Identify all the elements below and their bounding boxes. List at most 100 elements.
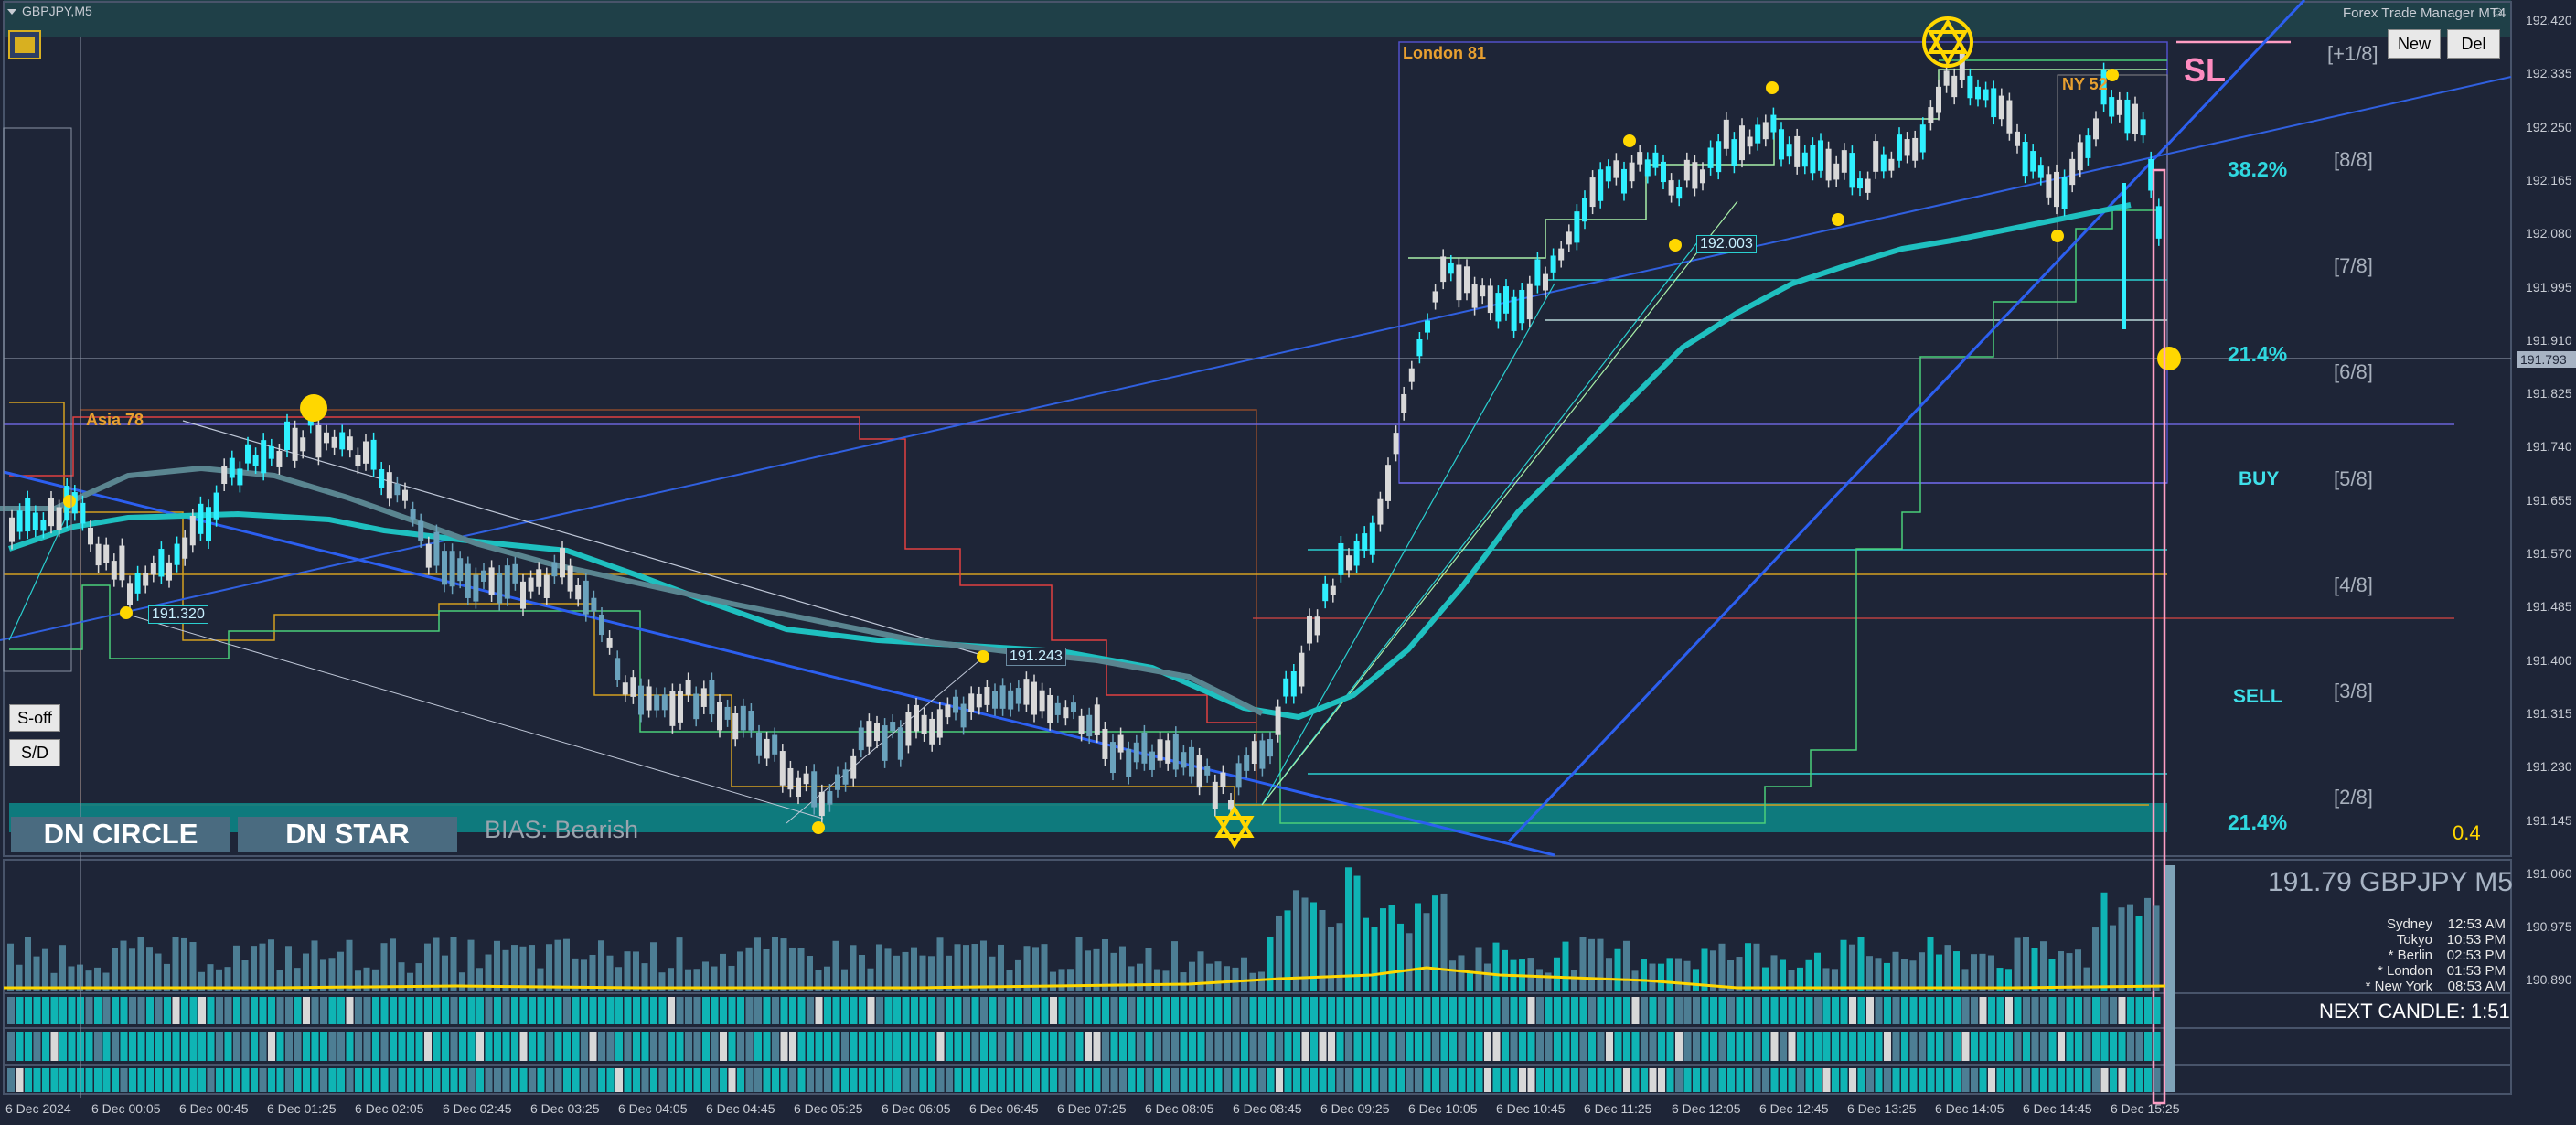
bias-cell [598,1068,605,1092]
bias-cell [1406,1068,1414,1092]
s-off-button[interactable]: S-off [9,704,60,732]
volume-bar [1701,948,1708,991]
bias-cell [294,1068,302,1092]
volume-bar [1606,958,1612,991]
volume-bar [433,938,440,991]
bias-cell [1527,997,1535,1024]
bias-cell [1440,997,1448,1024]
volume-bar [1641,959,1647,991]
bias-cell [2014,997,2022,1024]
del-button[interactable]: Del [2447,29,2500,59]
bias-cell [2075,997,2082,1024]
bias-cell [1683,1068,1692,1092]
bias-cell [1710,1068,1717,1092]
bias-cell [50,1068,59,1092]
price-tick: 191.400 [2526,652,2572,668]
bias-cell [893,1068,901,1092]
bias-cell [1510,1068,1518,1092]
bias-cell [320,997,327,1024]
candle-body [1290,670,1297,697]
volume-bar [1102,938,1108,991]
bias-cell [1154,997,1161,1024]
bias-cell [1996,1032,2004,1061]
bias-cell [1822,1068,1831,1092]
bias-cell [754,1068,762,1092]
candle-body [457,558,464,582]
bias-cell [476,997,484,1024]
volume-bar [337,951,344,991]
time-tick: 6 Dec 00:45 [179,1101,249,1116]
bias-cell [1162,1068,1170,1092]
bias-cell [1614,997,1622,1024]
bias-cell [1805,997,1813,1024]
bias-cell [946,1068,953,1092]
bias-cell [485,1068,493,1092]
bias-cell [415,997,423,1024]
bias-cell [1363,997,1370,1024]
bias-cell [737,1068,744,1092]
candle-body [968,693,975,712]
volume-bar [2144,897,2151,991]
volume-bar [693,969,700,991]
candle-body [945,704,951,718]
volume-bar [2040,941,2047,991]
bias-cell [1258,997,1266,1024]
bias-cell [529,1032,536,1061]
price-label-191320: 191.320 [148,605,208,624]
bias-cell [615,1032,623,1061]
bias-cell [1884,997,1891,1024]
volume-bar [172,937,179,991]
bias-cell [355,997,362,1024]
bias-cell [693,1032,701,1061]
bias-cell [1397,1032,1405,1061]
bias-cell [797,1068,806,1092]
volume-bar [85,970,92,991]
volume-bar [146,947,153,991]
bias-cell [1293,1068,1300,1092]
candle-body [914,704,919,732]
candle-body [32,512,38,530]
candle-body [1047,694,1053,723]
bias-cell [1380,997,1387,1024]
volume-bar [2058,951,2064,991]
bias-cell [772,1032,779,1061]
bias-cell [511,997,518,1024]
new-button[interactable]: New [2388,29,2441,59]
volume-bar [102,972,110,991]
bias-cell [328,997,337,1024]
bias-cell [2075,1032,2082,1061]
sd-button[interactable]: S/D [9,739,60,766]
bias-cell [1006,997,1014,1024]
time-tick: 6 Dec 04:45 [706,1101,775,1116]
app-menu-icon[interactable] [9,31,40,59]
price-tick: 192.335 [2526,66,2572,81]
candle-body [1700,169,1705,184]
volume-bar [2014,938,2021,991]
smiley-icon: ☺ [2490,5,2506,20]
candle-body [520,581,526,609]
bias-cell [763,1068,771,1092]
bias-cell [954,997,962,1024]
volume-bar [1857,937,1865,991]
bias-cell [824,1068,831,1092]
bias-cell [1458,1068,1466,1092]
bias-cell [1597,997,1605,1024]
bias-cell [1276,997,1283,1024]
bias-cell [1110,1068,1118,1092]
bias-cell [1797,1068,1804,1092]
candle-body [95,543,102,566]
bias-cell [268,1068,275,1092]
bias-cell [1693,1068,1700,1092]
candle-body [1526,283,1533,320]
bias-cell [1545,997,1553,1024]
bias-cell [1936,1068,1943,1092]
volume-bar [355,970,361,991]
candle-body [1023,679,1030,705]
bias-cell [859,1068,866,1092]
candle-body [1621,168,1627,194]
candle-body [1393,433,1399,455]
bias-cell [1971,1032,1978,1061]
bias-cell [1961,1068,1970,1092]
bias-cell [1162,1032,1170,1061]
